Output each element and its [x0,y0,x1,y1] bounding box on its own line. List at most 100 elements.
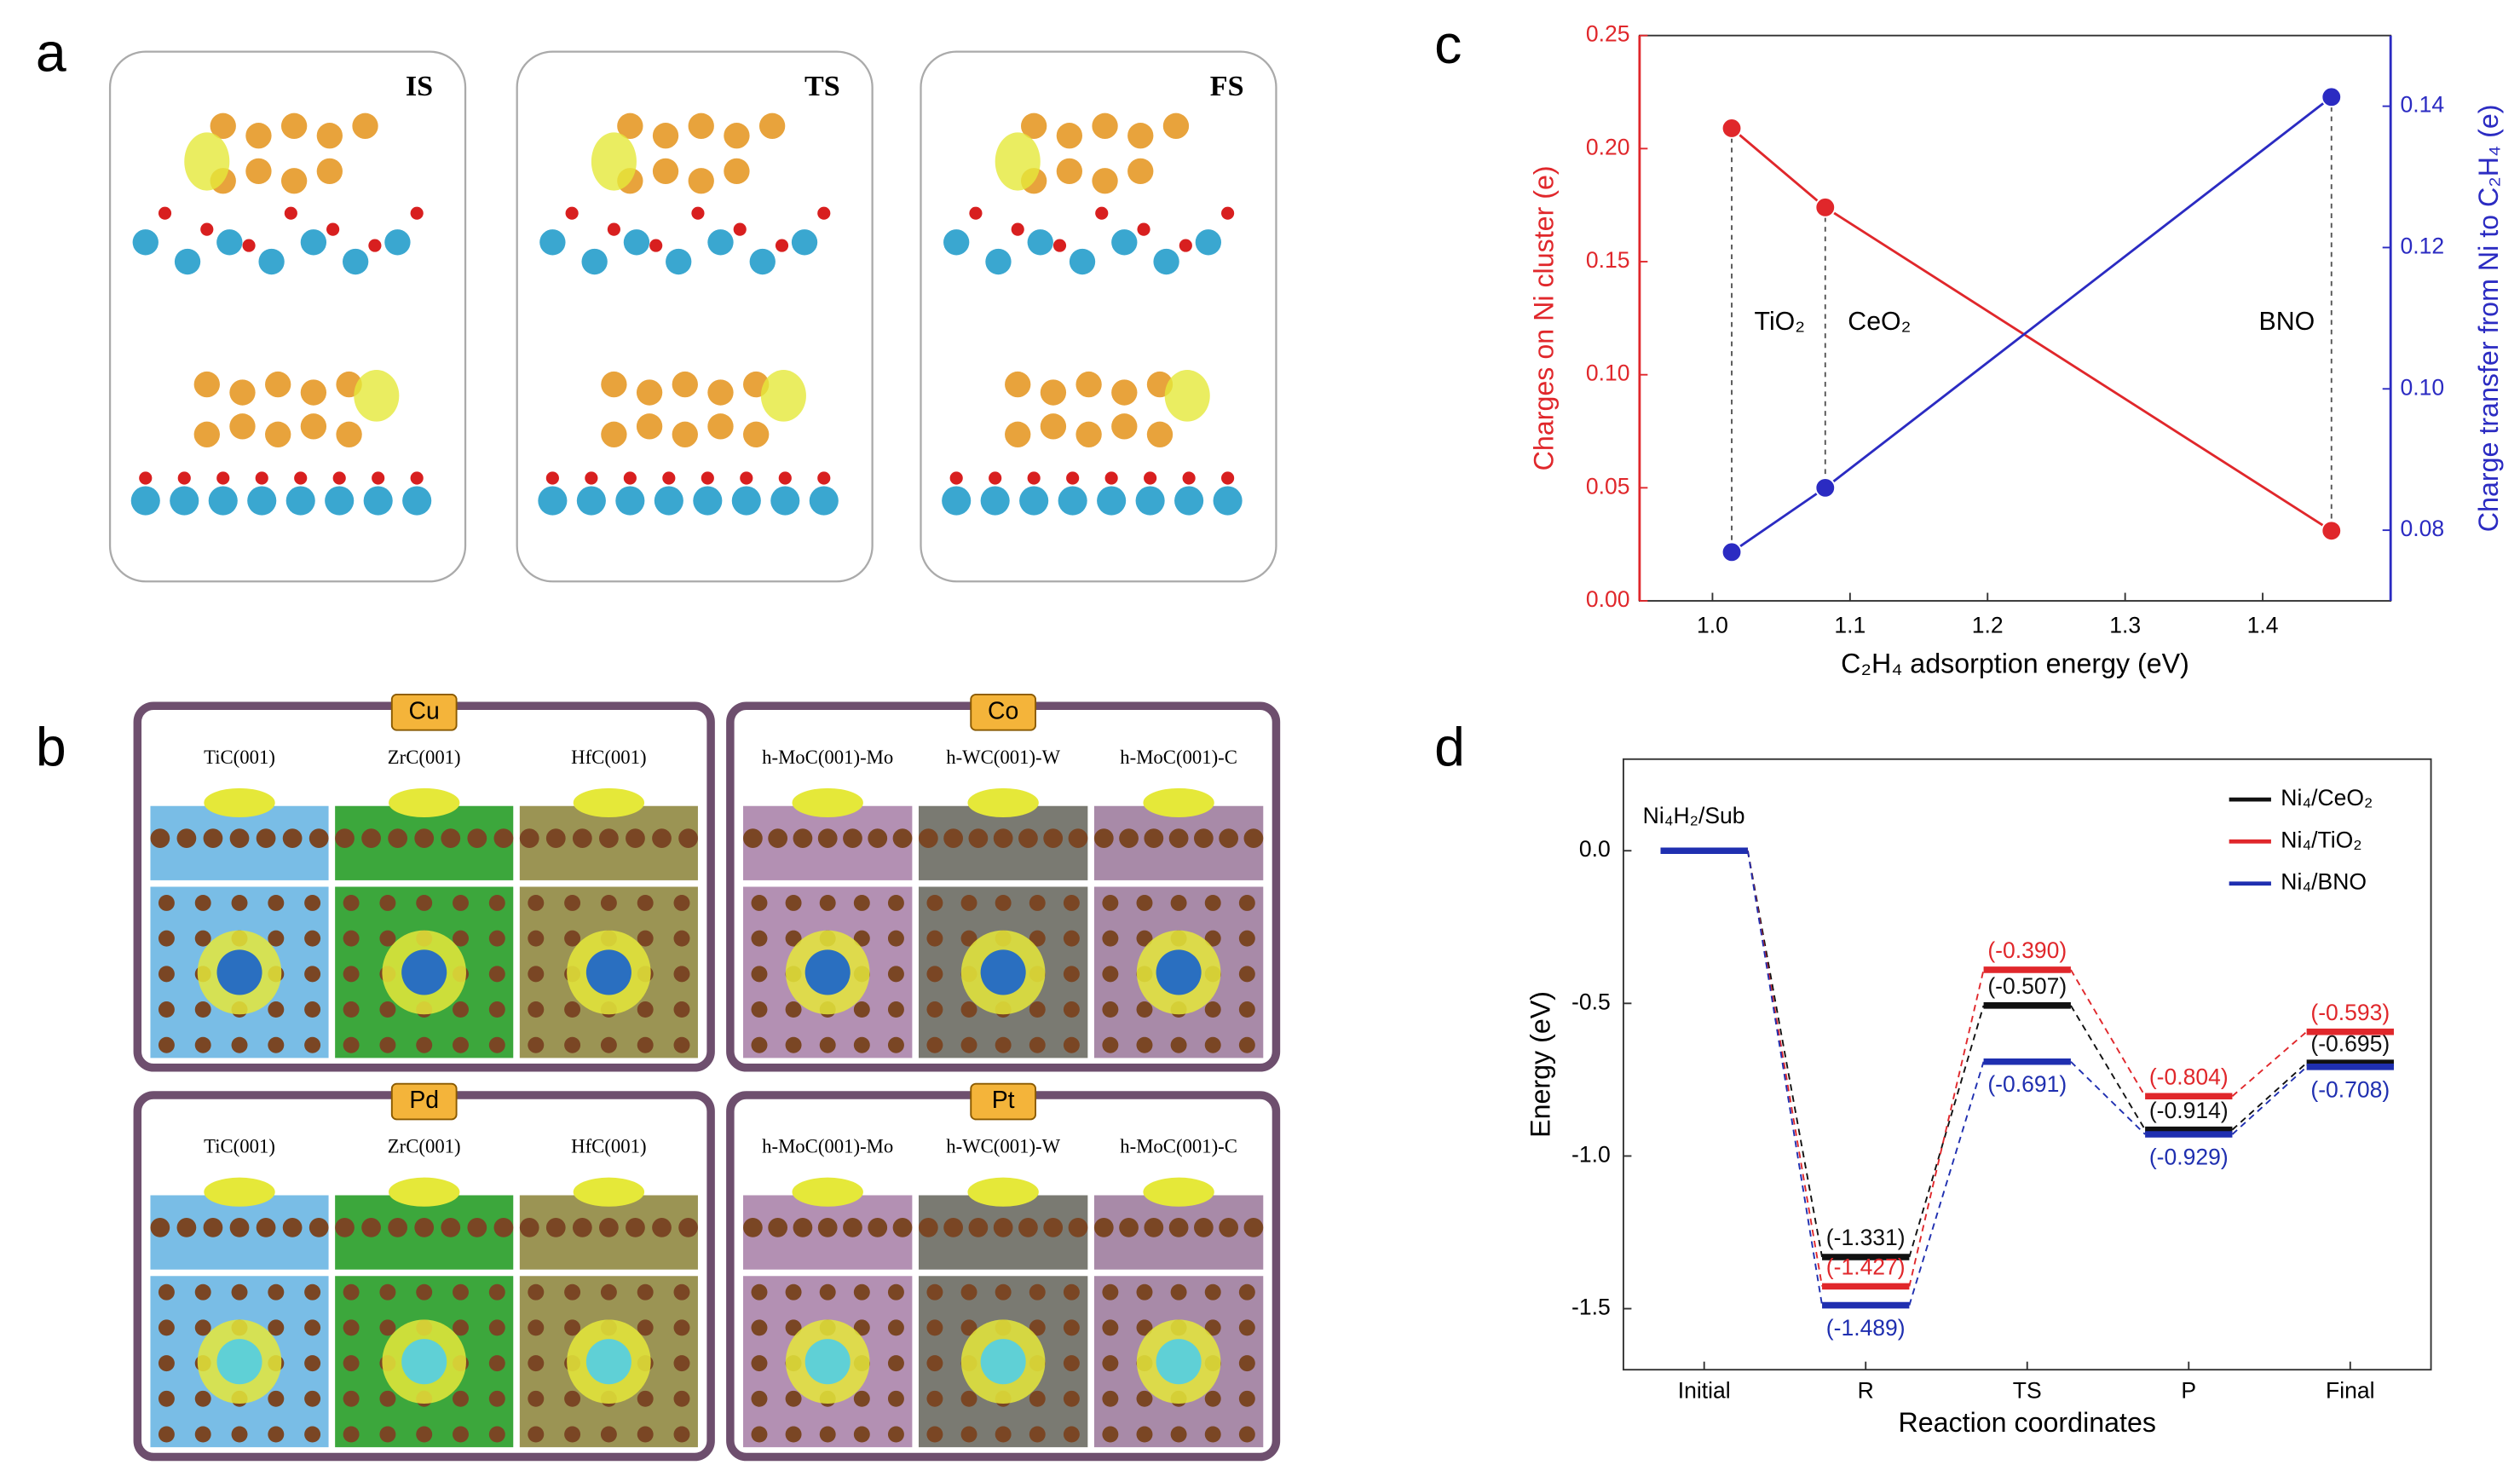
atom [194,1036,211,1053]
atom [488,1319,505,1336]
atom [666,248,692,275]
atom [1092,168,1118,194]
atom [751,930,768,947]
atom [1063,1355,1080,1372]
atom [623,229,650,256]
atom [749,248,776,275]
atom [688,168,714,194]
atom [817,828,838,849]
atom [564,1426,581,1443]
atom [926,1426,943,1443]
atom [1069,248,1096,275]
atom [268,1001,285,1018]
atom [673,930,690,947]
atom [960,1426,977,1443]
value-label: (-0.507) [1987,973,2067,999]
atom [158,1001,175,1018]
atom [775,239,789,252]
density [792,1177,863,1207]
atom [268,1319,285,1336]
atom [1204,1426,1221,1443]
y-tick-label: -1.5 [1571,1295,1611,1320]
connector [1746,851,1823,1258]
atom [1194,1218,1214,1237]
atom [343,1036,360,1053]
atom [1238,1283,1255,1301]
atom [414,1218,435,1237]
atom [585,471,598,485]
atom [817,471,831,485]
connector [1908,969,1985,1287]
atom [545,828,566,849]
atom [528,1390,545,1407]
density [967,787,1039,818]
atom [453,1036,469,1053]
atom [1174,486,1204,516]
atom [256,828,276,849]
atom [599,828,619,849]
atom [969,206,983,220]
atom [960,1036,977,1053]
atom [853,1036,870,1053]
atom [1029,1283,1046,1301]
connector [2070,1061,2146,1135]
atom [1170,1283,1187,1301]
atom [174,248,201,275]
atom [300,379,327,406]
connector [1746,851,1823,1287]
atom [1018,828,1038,849]
density [401,949,447,995]
value-label: (-1.427) [1826,1254,1906,1280]
atom [853,1426,870,1443]
metal-tag [970,1082,1037,1121]
atom [960,1001,977,1018]
atom [887,966,904,983]
atom [1097,486,1127,516]
atom [985,248,1012,275]
atom [488,930,505,947]
atom [1005,421,1031,447]
connector [2231,1066,2308,1135]
atom [785,894,802,911]
atom [453,1426,469,1443]
value-label: (-0.708) [2310,1076,2390,1102]
atom [926,1001,943,1018]
density [804,1339,851,1385]
atom [1056,123,1083,149]
atom [672,421,698,447]
atom [1136,1036,1153,1053]
state-label: IS [406,71,433,102]
atom [1238,1355,1255,1372]
atom [918,1218,938,1237]
atom [1021,112,1047,139]
atom [379,1319,396,1336]
atom [1029,1319,1046,1336]
atom [342,248,369,275]
density [585,949,631,995]
atom [649,239,663,252]
atom [282,1218,303,1237]
atom [751,1426,768,1443]
substrate-label: TiC(001) [204,1136,275,1157]
atom [785,930,802,947]
atom [316,123,343,149]
atom [995,1283,1012,1301]
atom [673,894,690,911]
atom [304,966,321,983]
atom [887,1319,904,1336]
atom [158,1036,175,1053]
atom [793,828,813,849]
atom [615,486,645,516]
atom [693,486,723,516]
atom [673,1426,690,1443]
atom [268,1036,285,1053]
atom [453,1283,469,1301]
atom [1194,828,1214,849]
atom [1195,229,1222,256]
atom [743,1218,763,1237]
atom [887,1283,904,1301]
atom [158,1390,175,1407]
connector [1746,851,1823,1306]
atom [158,894,175,911]
density [573,787,645,818]
